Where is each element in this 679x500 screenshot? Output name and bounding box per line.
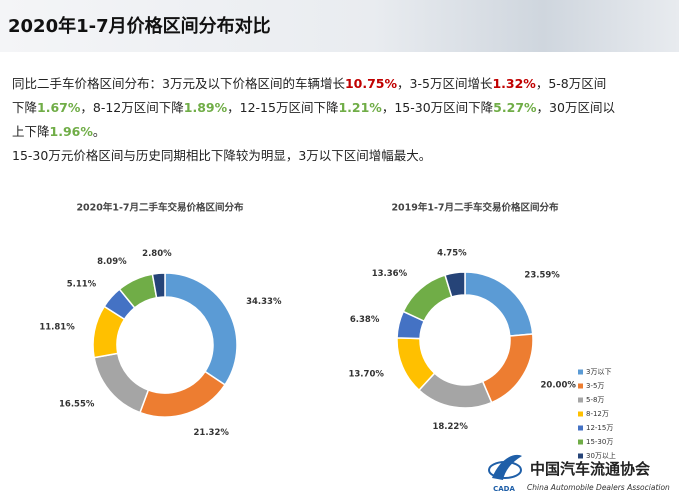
highlight: 1.21%: [338, 100, 382, 115]
legend-label: 30万以上: [586, 451, 616, 460]
logo-abbr: CADA: [493, 485, 515, 493]
chart-title: 2020年1-7月二手车交易价格区间分布: [76, 202, 244, 214]
donut-slice: [444, 271, 466, 298]
paragraph: 同比二手车价格区间分布：3万元及以下价格区间的车辆增长10.75%，3-5万区间…: [12, 72, 672, 168]
legend-swatch: [578, 383, 583, 389]
data-label: 20.00%: [540, 381, 576, 391]
donut-slice: [481, 333, 534, 404]
logo-ring: [488, 461, 522, 479]
legend-label: 12-15万: [586, 424, 613, 432]
text-run: 同比二手车价格区间分布：3万元及以下价格区间的车辆增长: [12, 76, 345, 91]
data-label: 18.22%: [432, 422, 468, 432]
legend-label: 8-12万: [586, 410, 609, 418]
text-run: ，12-15万区间下降: [227, 100, 339, 115]
text-run: 下降: [12, 100, 38, 115]
text-line: 15-30万元价格区间与历史同期相比下降较为明显，3万以下区间增幅最大。: [12, 144, 672, 168]
text-line: 同比二手车价格区间分布：3万元及以下价格区间的车辆增长10.75%，3-5万区间…: [12, 72, 672, 96]
text-line: 下降1.67%，8-12万区间下降1.89%，12-15万区间下降1.21%，1…: [12, 96, 672, 120]
text-run: ，8-12万区间下降: [80, 100, 184, 115]
legend-swatch: [578, 425, 583, 431]
logo-mark: [492, 454, 522, 480]
header: 2020年1-7月价格区间分布对比: [0, 0, 679, 52]
highlight: 1.32%: [492, 76, 536, 91]
data-label: 4.75%: [437, 248, 467, 258]
legend-label: 15-30万: [586, 438, 613, 446]
data-label: 6.38%: [350, 315, 380, 325]
data-label: 34.33%: [246, 297, 282, 307]
data-label: 16.55%: [59, 400, 95, 410]
text-line: 上下降1.96%。: [12, 120, 672, 144]
legend-swatch: [578, 397, 583, 403]
highlight: 5.27%: [493, 100, 537, 115]
legend-swatch: [578, 369, 583, 375]
data-label: 21.32%: [194, 428, 230, 438]
text-run: ，30万区间以: [536, 100, 615, 115]
logo-name: 中国汽车流通协会: [530, 460, 650, 478]
data-label: 5.11%: [67, 279, 97, 289]
highlight: 1.89%: [183, 100, 228, 115]
donut-slice: [402, 274, 453, 323]
text-run: 。: [92, 124, 106, 139]
donut-slice: [139, 370, 227, 418]
legend-swatch: [578, 439, 583, 445]
data-label: 13.70%: [348, 370, 384, 380]
highlight: 1.67%: [37, 100, 81, 115]
data-label: 8.09%: [97, 257, 127, 267]
text-run: 上下降: [12, 124, 50, 139]
donut-slice: [464, 271, 534, 337]
text-run: ，15-30万区间下降: [381, 100, 494, 115]
text-run: ，5-8万区间: [535, 76, 607, 91]
highlight: 1.96%: [49, 124, 93, 139]
donut-slice: [151, 272, 166, 299]
donut-slice: [93, 352, 150, 414]
legend-label: 3万以下: [586, 368, 611, 376]
text-run: 15-30万元价格区间与历史同期相比下降较为明显，3万以下区间增幅最大。: [12, 148, 432, 163]
legend-swatch: [578, 453, 583, 459]
legend-label: 3-5万: [586, 382, 604, 390]
text-run: ，3-5万区间增长: [397, 76, 493, 91]
data-label: 2.80%: [142, 249, 172, 259]
donut-slice: [164, 272, 238, 386]
data-label: 23.59%: [524, 271, 560, 281]
legend-label: 5-8万: [586, 396, 604, 404]
highlight: 10.75%: [344, 76, 398, 91]
legend-swatch: [578, 411, 583, 417]
logo: CADA 中国汽车流通协会 China Automobile Dealers A…: [488, 454, 670, 493]
data-label: 11.81%: [39, 323, 75, 333]
data-label: 13.36%: [372, 269, 408, 279]
header-title: 2020年1-7月价格区间分布对比: [8, 16, 271, 37]
chart-title: 2019年1-7月二手车交易价格区间分布: [391, 202, 559, 214]
logo-english: China Automobile Dealers Association: [527, 483, 670, 492]
